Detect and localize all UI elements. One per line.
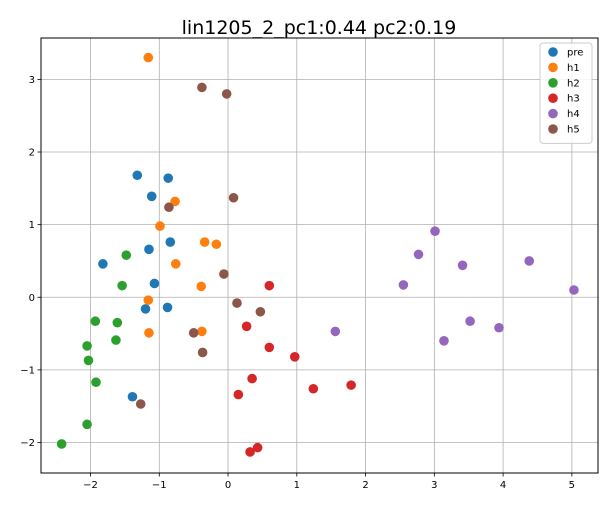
data-point-h1 xyxy=(144,328,154,338)
data-point-h5 xyxy=(219,269,229,279)
data-point-h5 xyxy=(164,202,174,213)
y-tick-label: −1 xyxy=(20,365,35,376)
data-point-h2 xyxy=(56,439,67,449)
data-point-h1 xyxy=(197,326,207,337)
data-point-pre xyxy=(127,391,138,402)
axis-ticks: −2 −1 0 1 2 3 4 5 −2 −1 0 1 2 3 xyxy=(20,75,575,491)
x-tick-label: −2 xyxy=(83,480,98,491)
legend-label-h2: h2 xyxy=(567,78,580,89)
data-point-h1 xyxy=(143,52,154,63)
x-tick-label: 3 xyxy=(431,480,437,491)
data-point-h3 xyxy=(264,280,275,291)
data-point-h4 xyxy=(457,260,468,271)
data-point-pre xyxy=(144,244,154,255)
data-point-pre xyxy=(146,191,157,202)
data-point-h5 xyxy=(197,82,207,93)
data-point-h1 xyxy=(155,221,165,231)
legend-label-h5: h5 xyxy=(567,125,580,136)
grid-lines xyxy=(41,38,598,473)
data-point-h2 xyxy=(111,335,121,345)
data-point-h1 xyxy=(196,281,207,292)
y-tick-label: 1 xyxy=(29,220,35,231)
data-point-h4 xyxy=(439,336,449,346)
data-point-pre xyxy=(98,259,108,269)
data-point-h3 xyxy=(245,447,255,457)
legend-label-h1: h1 xyxy=(567,63,580,74)
data-point-h3 xyxy=(247,373,257,384)
y-tick-label: 2 xyxy=(29,148,35,159)
data-point-h2 xyxy=(121,250,132,260)
data-point-h3 xyxy=(308,383,319,394)
data-point-h4 xyxy=(413,249,424,260)
legend: pre h1 h2 h3 h4 h5 xyxy=(539,42,593,144)
legend-box xyxy=(539,42,593,144)
data-point-pre xyxy=(162,302,173,313)
legend-marker-pre xyxy=(548,47,558,57)
x-tick-label: −1 xyxy=(152,480,167,491)
data-point-h1 xyxy=(211,239,222,250)
data-point-h3 xyxy=(264,342,275,353)
legend-label-h4: h4 xyxy=(567,109,580,120)
data-point-h5 xyxy=(255,306,266,317)
data-point-h5 xyxy=(221,89,232,99)
data-point-h4 xyxy=(398,280,409,290)
x-tick-label: 0 xyxy=(225,480,231,491)
legend-label-pre: pre xyxy=(567,48,583,59)
data-point-h5 xyxy=(188,328,199,338)
data-point-h3 xyxy=(252,442,263,453)
legend-marker-h1 xyxy=(548,62,558,73)
data-point-h5 xyxy=(197,347,208,358)
data-point-h2 xyxy=(90,316,101,327)
data-point-h3 xyxy=(289,352,300,362)
data-point-h3 xyxy=(346,380,356,390)
data-point-pre xyxy=(165,237,176,247)
data-point-pre xyxy=(140,304,151,314)
data-point-h2 xyxy=(83,355,94,366)
data-point-pre xyxy=(163,173,174,183)
data-point-h5 xyxy=(228,192,239,203)
data-point-h4 xyxy=(524,256,535,266)
legend-marker-h3 xyxy=(548,93,558,103)
data-point-h2 xyxy=(82,341,92,351)
data-point-pre xyxy=(132,170,143,181)
legend-marker-h4 xyxy=(548,108,558,119)
data-point-h3 xyxy=(241,321,252,332)
data-point-h1 xyxy=(170,196,180,207)
data-points xyxy=(56,52,579,457)
chart-title: lin1205_2_pc1:0.44 pc2:0.19 xyxy=(182,17,457,39)
y-tick-label: 3 xyxy=(29,75,35,86)
legend-label-h3: h3 xyxy=(567,94,580,105)
data-point-pre xyxy=(149,278,160,289)
data-point-h4 xyxy=(569,285,579,295)
data-point-h5 xyxy=(135,399,146,409)
data-point-h2 xyxy=(112,317,123,328)
data-point-h4 xyxy=(330,326,341,337)
y-tick-label: 0 xyxy=(29,293,35,304)
data-point-h4 xyxy=(430,226,440,236)
x-tick-label: 4 xyxy=(500,480,506,491)
data-point-h1 xyxy=(143,295,154,305)
x-tick-label: 2 xyxy=(362,480,368,491)
x-tick-label: 1 xyxy=(294,480,300,491)
data-point-h1 xyxy=(170,259,181,269)
data-point-h2 xyxy=(91,377,101,388)
data-point-h5 xyxy=(232,298,242,308)
legend-marker-h5 xyxy=(548,124,558,134)
legend-marker-h2 xyxy=(548,78,558,88)
x-tick-label: 5 xyxy=(569,480,575,491)
data-point-h3 xyxy=(233,389,244,400)
plot-area-frame xyxy=(40,37,599,474)
data-point-h2 xyxy=(117,280,127,291)
data-point-h1 xyxy=(199,237,210,247)
data-point-h4 xyxy=(465,316,475,327)
data-point-h4 xyxy=(494,322,504,333)
y-tick-label: −2 xyxy=(20,438,35,449)
data-point-h2 xyxy=(82,419,92,430)
